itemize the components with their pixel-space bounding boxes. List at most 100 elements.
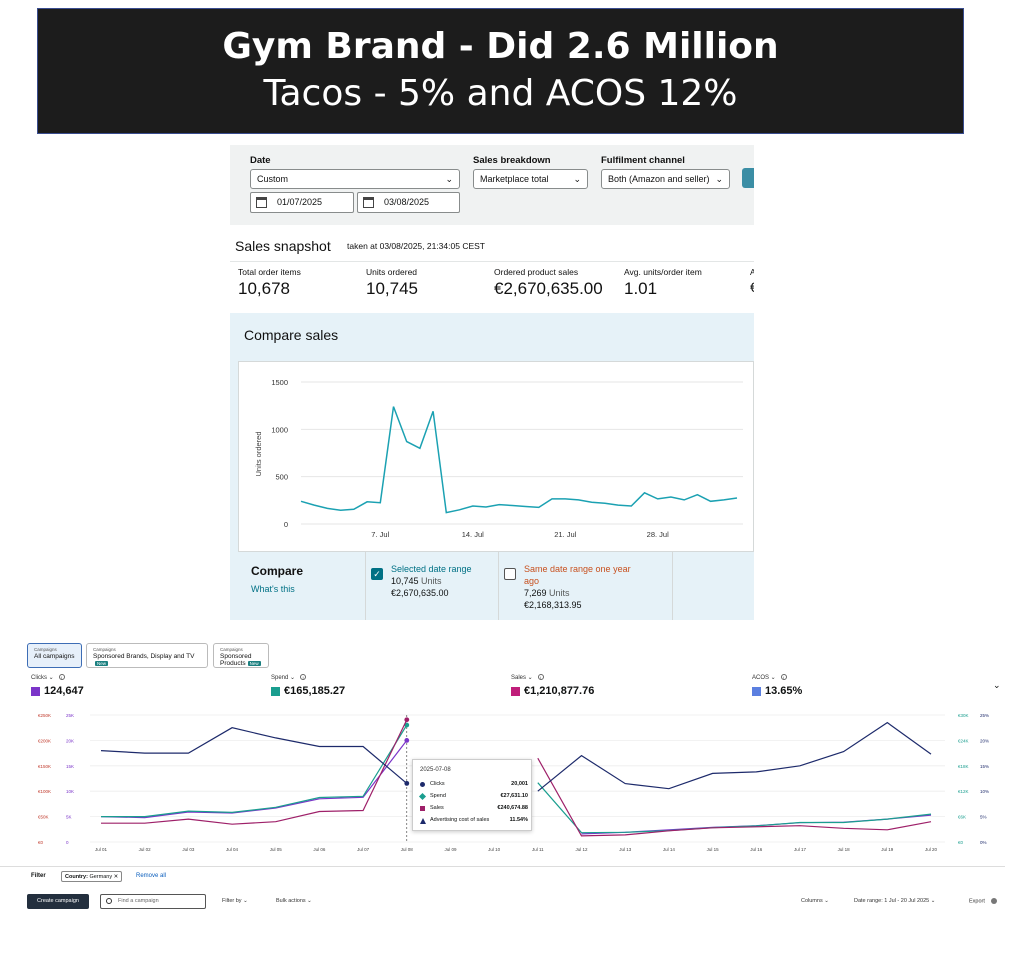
x-tick-label: Jul 19 — [881, 847, 894, 852]
calendar-icon — [256, 197, 267, 208]
selected-range-units: 10,745 — [391, 576, 419, 586]
tab-label: Sponsored Brands, Display and TVNew — [93, 653, 201, 667]
chevron-down-icon[interactable]: ⌄ — [993, 680, 1001, 690]
tab-sponsored-brands[interactable]: Campaigns Sponsored Brands, Display and … — [86, 643, 208, 668]
chevron-down-icon: ⌄ — [445, 174, 453, 184]
metric-label: Units ordered — [366, 267, 418, 277]
filter-by-dropdown[interactable]: Filter by ⌄ — [222, 898, 248, 904]
x-tick-label: 28. Jul — [647, 530, 669, 539]
kpi-color-swatch — [271, 686, 280, 696]
whats-this-link[interactable]: What's this — [251, 584, 295, 594]
last-year-units: 7,269 — [524, 588, 547, 598]
breakdown-label: Sales breakdown — [473, 155, 551, 166]
triangle-marker-icon — [420, 818, 426, 824]
country-filter-chip[interactable]: Country: Germany ✕ — [61, 871, 123, 882]
tab-caption: Campaigns — [34, 647, 57, 652]
right-axis-acos-label: 15% — [980, 764, 989, 769]
start-date-field[interactable]: 01/07/2025 — [250, 192, 354, 213]
chevron-down-icon: ⌄ — [573, 174, 581, 184]
bulk-actions-label: Bulk actions — [276, 898, 306, 904]
create-campaign-button[interactable]: Create campaign — [27, 894, 89, 909]
channel-select[interactable]: Both (Amazon and seller) ⌄ — [601, 169, 730, 189]
info-icon — [990, 898, 997, 904]
left-axis-sales-label: €50K — [38, 815, 49, 820]
tab-label-text: Sponsored Brands, Display and TV — [93, 653, 195, 660]
tooltip-row-clicks: Clicks 20,001 — [420, 781, 528, 790]
kpi-value-row: €165,185.27 — [271, 685, 345, 697]
compare-selected-range: ✓ Selected date range 10,745 Units €2,67… — [365, 552, 497, 620]
start-date-value: 01/07/2025 — [277, 197, 323, 207]
units-word: Units — [421, 576, 442, 586]
kpi-value: €165,185.27 — [284, 685, 346, 697]
kpi-value-row: 13.65% — [752, 685, 802, 697]
right-axis-spend-label: €30K — [958, 713, 969, 718]
units-ordered-chart: 0 500 1000 1500 7. Jul 14. Jul 21. Jul 28. Jul U… — [254, 378, 743, 539]
info-icon: i — [537, 674, 544, 680]
kpi-sales[interactable]: Sales ⌄ i €1,210,877.76 — [511, 674, 594, 697]
tooltip-row-acos: Advertising cost of sales 11.54% — [420, 817, 528, 826]
date-select[interactable]: Custom ⌄ — [250, 169, 460, 189]
x-tick-label: 14. Jul — [462, 530, 484, 539]
bulk-actions-dropdown[interactable]: Bulk actions ⌄ — [276, 898, 312, 904]
tab-all-campaigns[interactable]: Campaigns All campaigns — [27, 643, 82, 668]
tab-label: Sponsored Products New — [220, 653, 262, 667]
kpi-label-text: Clicks — [31, 675, 47, 681]
date-range-dropdown[interactable]: Date range: 1 Jul - 20 Jul 2025 ⌄ — [854, 898, 936, 904]
compare-sales-title: Compare sales — [244, 327, 339, 343]
compare-label: Compare — [251, 564, 304, 578]
x-tick-label: Jul 07 — [357, 847, 370, 852]
kpi-label: Spend ⌄ i — [271, 674, 345, 681]
tooltip-name: Clicks — [430, 781, 445, 787]
right-axis-acos-label: 20% — [980, 738, 989, 743]
metric-avg-units: Avg. units/order item 1.01 — [624, 267, 702, 299]
left-axis-clicks-label: 20K — [66, 738, 74, 743]
new-badge: New — [95, 661, 109, 666]
series-line — [581, 814, 932, 835]
x-tick-label: Jul 14 — [663, 847, 676, 852]
tooltip-name: Spend — [430, 793, 446, 799]
campaign-search-input[interactable]: Find a campaign — [100, 894, 206, 909]
date-label: Date — [250, 155, 271, 166]
advertising-dashboard: Campaigns All campaigns Campaigns Sponso… — [0, 640, 1027, 973]
end-date-field[interactable]: 03/08/2025 — [357, 192, 460, 213]
selected-range-label: Selected date range — [391, 564, 472, 574]
chart-tooltip: 2025-07-08 Clicks 20,001 Spend €27,631.1… — [412, 759, 532, 831]
selected-range-checkbox[interactable]: ✓ — [371, 568, 383, 580]
left-axis-sales-label: €0 — [38, 840, 44, 845]
series-line — [537, 721, 932, 792]
y-tick-label: 500 — [275, 473, 288, 482]
columns-dropdown[interactable]: Columns ⌄ — [801, 898, 829, 904]
x-tick-label: Jul 06 — [313, 847, 326, 852]
y-tick-label: 1000 — [271, 425, 288, 434]
square-marker-icon — [420, 806, 425, 811]
right-axis-spend-label: €0 — [958, 840, 964, 845]
apply-button[interactable] — [742, 168, 754, 188]
left-axis-sales-label: €250K — [38, 713, 51, 718]
banner-subtitle: Tacos - 5% and ACOS 12% — [263, 73, 738, 114]
info-icon: i — [300, 674, 307, 680]
kpi-spend[interactable]: Spend ⌄ i €165,185.27 — [271, 674, 345, 697]
hover-marker — [404, 717, 410, 723]
metric-label: Avg. units/order item — [624, 267, 702, 277]
left-axis-sales-label: €200K — [38, 738, 51, 743]
kpi-clicks[interactable]: Clicks ⌄ i 124,647 — [31, 674, 84, 697]
kpi-label: Clicks ⌄ i — [31, 674, 84, 681]
kpi-acos[interactable]: ACOS ⌄ i 13.65% — [752, 674, 802, 697]
last-year-text: Same date range one year ago 7,269 Units… — [524, 563, 639, 611]
right-axis-acos-label: 10% — [980, 789, 989, 794]
close-icon[interactable]: ✕ — [113, 874, 119, 880]
right-axis-spend-label: €24K — [958, 738, 969, 743]
kpi-color-swatch — [31, 686, 40, 696]
last-year-checkbox[interactable] — [504, 568, 516, 580]
tab-sponsored-products[interactable]: Campaigns Sponsored Products New — [213, 643, 269, 668]
remove-all-link[interactable]: Remove all — [136, 873, 167, 879]
export-button[interactable]: Export — [969, 898, 997, 904]
new-badge: New — [247, 661, 261, 666]
metric-total-order-items: Total order items 10,678 — [238, 267, 301, 299]
compare-controls: Compare What's this ✓ Selected date rang… — [238, 552, 754, 620]
metric-value: 1.01 — [624, 279, 658, 298]
right-axis-acos-label: 5% — [980, 815, 987, 820]
right-axis-acos-label: 0% — [980, 840, 987, 845]
breakdown-select[interactable]: Marketplace total ⌄ — [473, 169, 588, 189]
series-line — [537, 757, 932, 837]
